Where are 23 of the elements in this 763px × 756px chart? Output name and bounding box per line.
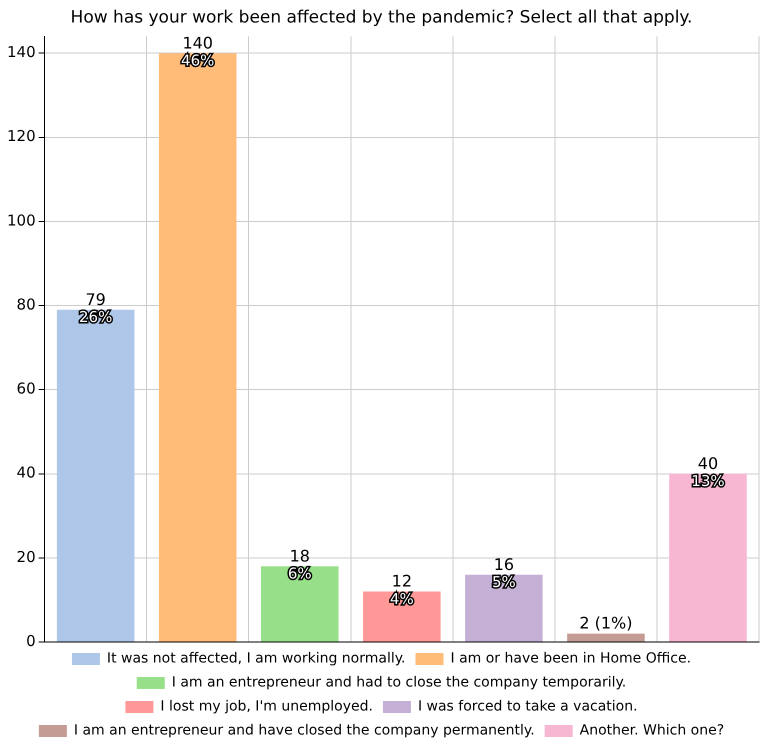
data-label: 16 5% [492, 554, 516, 592]
legend-label: It was not affected, I am working normally. [106, 650, 406, 667]
data-label: 79 26% [78, 290, 112, 326]
legend-label: I am or have been in Home Office. [450, 650, 692, 667]
y-tick-label: 100 [6, 211, 36, 230]
y-tick-label: 80 [16, 295, 36, 314]
legend-label: I am an entrepreneur and have closed the company permanently. [74, 722, 535, 739]
legend-label: I lost my job, I'm unemployed. [160, 698, 373, 715]
chart-title: How has your work been affected by the pandemic? Select all that apply. [70, 8, 692, 28]
data-label: 140 46% [181, 33, 214, 70]
y-tick-label: 40 [16, 464, 36, 482]
y-tick-label: 120 [6, 127, 36, 146]
y-tick-label: 60 [16, 380, 36, 398]
data-label: 2 (1%) [579, 614, 632, 633]
data-label: 18 6% [288, 546, 312, 583]
y-tick-label: 20 [16, 548, 36, 566]
legend-label: Another. Which one? [580, 722, 724, 739]
y-tick-label: 140 [6, 43, 36, 62]
data-label: 40 13% [691, 454, 725, 490]
legend-label: I was forced to take a vacation. [418, 698, 638, 715]
legend-label: I am an entrepreneur and had to close the company temporarily. [172, 674, 626, 691]
y-tick-label: 0 [26, 632, 36, 650]
data-label: 12 4% [390, 572, 414, 608]
